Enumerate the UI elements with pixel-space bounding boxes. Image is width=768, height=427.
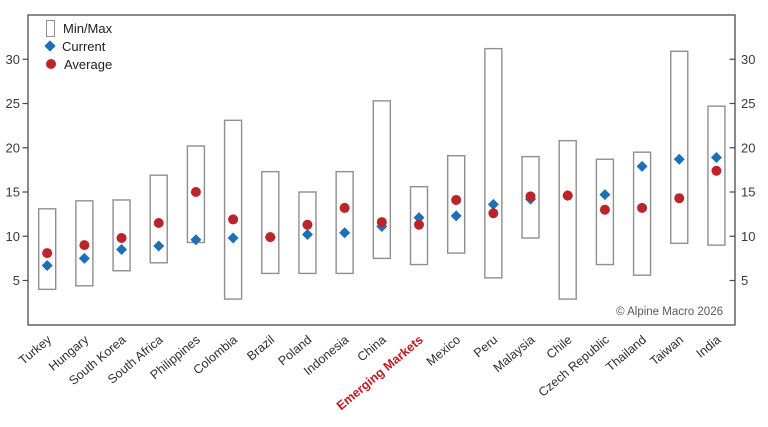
range-bar-thailand xyxy=(632,151,652,276)
y-tick-label-right: 30 xyxy=(741,52,755,67)
average-marker-mexico xyxy=(451,194,462,205)
current-marker-turkey xyxy=(41,259,53,271)
y-tick-label-left: 30 xyxy=(6,52,20,67)
average-marker-poland xyxy=(302,219,313,230)
y-tick-label-right: 10 xyxy=(741,229,755,244)
range-bar-brazil xyxy=(261,170,280,275)
range-box-icon xyxy=(46,19,55,37)
range-bar-peru xyxy=(484,47,503,279)
x-label-thailand: Thailand xyxy=(603,333,649,375)
legend: Min/Max Current Average xyxy=(44,19,113,72)
y-tick-label-right: 15 xyxy=(741,185,755,200)
average-marker-south-korea xyxy=(116,233,127,244)
x-label-brazil: Brazil xyxy=(244,333,277,364)
range-bar-chile xyxy=(558,139,577,300)
current-marker-colombia xyxy=(227,232,239,244)
y-tick-label-left: 5 xyxy=(13,273,20,288)
average-marker-taiwan xyxy=(674,193,685,204)
average-marker-indonesia xyxy=(339,202,350,213)
range-bar-china xyxy=(372,100,392,260)
y-tick-label-left: 25 xyxy=(6,96,20,111)
average-marker-south-africa xyxy=(153,217,164,228)
average-marker-thailand xyxy=(637,202,648,213)
average-marker-turkey xyxy=(42,248,53,259)
copyright: © Alpine Macro 2026 xyxy=(616,306,723,318)
legend-item-current: Current xyxy=(44,38,112,54)
x-label-chile: Chile xyxy=(544,333,575,362)
x-label-malaysia: Malaysia xyxy=(491,333,538,375)
average-marker-chile xyxy=(562,190,573,201)
y-tick-label-right: 25 xyxy=(741,96,755,111)
y-tick-label-left: 15 xyxy=(6,185,20,200)
legend-label-average: Average xyxy=(64,56,113,72)
range-bar-indonesia xyxy=(335,170,354,275)
legend-item-average: Average xyxy=(46,56,112,72)
current-marker-taiwan xyxy=(673,153,685,165)
average-marker-czech-republic xyxy=(599,204,610,215)
current-marker-indonesia xyxy=(339,227,351,239)
range-bar-taiwan xyxy=(670,50,689,245)
current-marker-hungary xyxy=(78,252,90,264)
average-marker-india xyxy=(711,165,722,176)
x-label-mexico: Mexico xyxy=(424,333,463,369)
average-marker-brazil xyxy=(265,232,276,243)
current-marker-mexico xyxy=(450,210,462,222)
current-marker-thailand xyxy=(636,160,648,172)
x-label-india: India xyxy=(694,333,724,361)
current-marker-poland xyxy=(301,228,313,240)
average-marker-malaysia xyxy=(525,191,536,202)
y-tick-label-right: 5 xyxy=(741,273,748,288)
average-marker-china xyxy=(376,217,387,228)
average-marker-peru xyxy=(488,208,499,219)
legend-item-minmax: Min/Max xyxy=(46,19,113,37)
average-marker-emerging-markets xyxy=(414,219,424,230)
legend-label-current: Current xyxy=(62,38,106,54)
diamond-icon xyxy=(44,40,56,52)
y-tick-label-left: 10 xyxy=(6,229,20,244)
average-marker-colombia xyxy=(228,214,239,225)
current-marker-peru xyxy=(487,198,499,210)
x-label-taiwan: Taiwan xyxy=(647,333,686,369)
circle-icon xyxy=(46,59,56,69)
range-bar-colombia xyxy=(223,119,243,300)
current-marker-philippines xyxy=(190,234,202,246)
current-marker-south-korea xyxy=(116,244,128,256)
x-label-peru: Peru xyxy=(471,333,500,361)
legend-label-minmax: Min/Max xyxy=(63,20,113,36)
current-marker-emerging-markets xyxy=(413,212,425,224)
y-tick-label-right: 20 xyxy=(741,140,755,155)
plot-frame xyxy=(27,14,736,326)
current-marker-czech-republic xyxy=(599,189,611,201)
current-marker-india xyxy=(710,151,722,163)
current-marker-south-africa xyxy=(153,240,165,252)
average-marker-hungary xyxy=(79,240,90,251)
y-tick-label-left: 20 xyxy=(6,140,20,155)
average-marker-philippines xyxy=(190,187,201,197)
